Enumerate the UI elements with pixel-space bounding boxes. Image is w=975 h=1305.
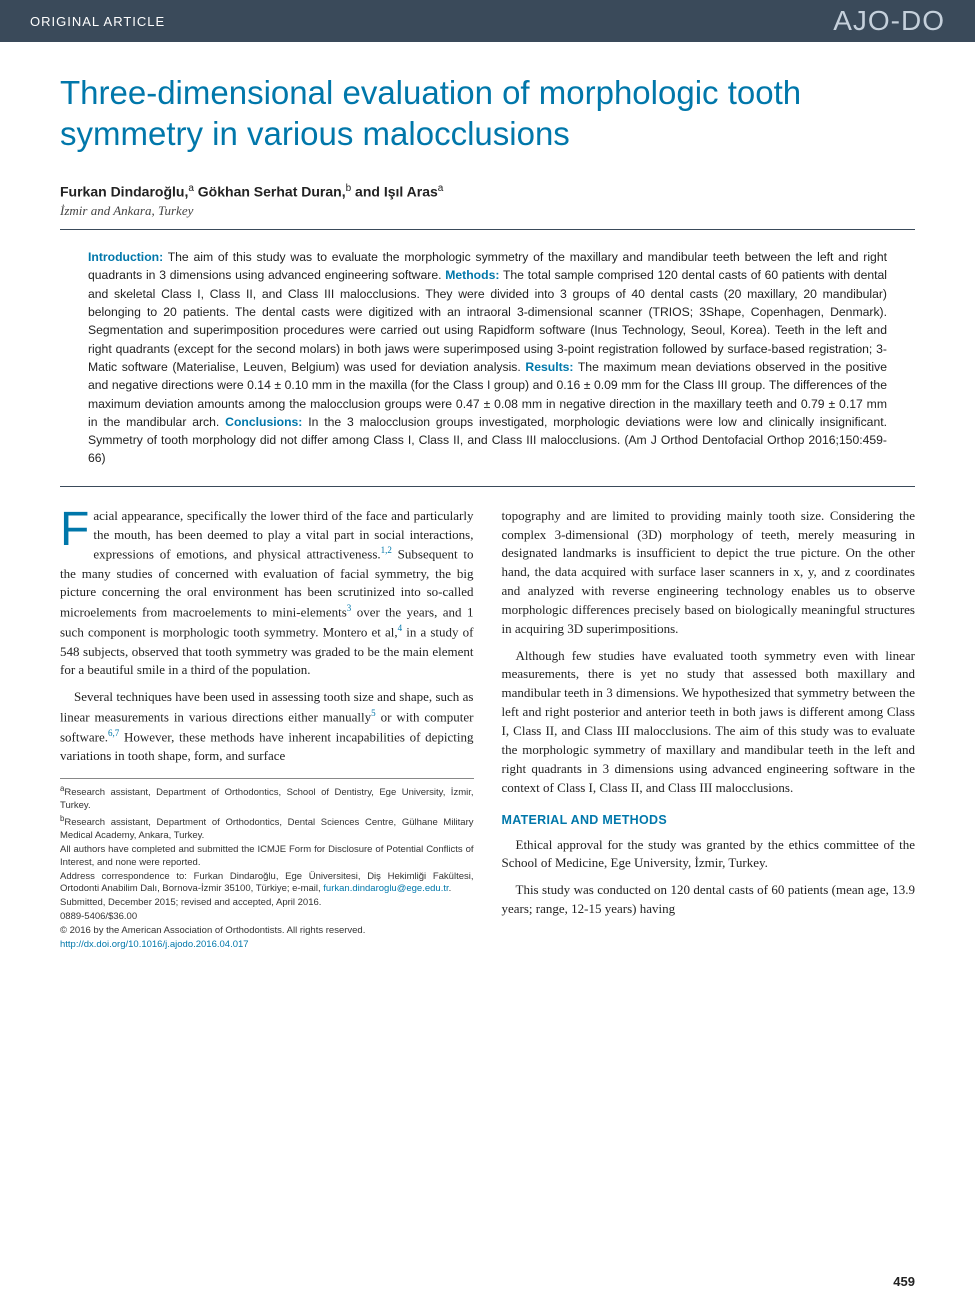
body-columns: Facial appearance, specifically the lowe… (60, 507, 915, 953)
affiliations-line: İzmir and Ankara, Turkey (60, 203, 915, 219)
footnote-correspondence: Address correspondence to: Furkan Dindar… (60, 871, 474, 897)
right-column: topography and are limited to providing … (502, 507, 916, 953)
abstract-container: Introduction: The aim of this study was … (60, 248, 915, 468)
footnote-issn: 0889-5406/$36.00 (60, 911, 474, 924)
footnote-conflicts: All authors have completed and submitted… (60, 844, 474, 870)
abstract-methods: The total sample comprised 120 dental ca… (88, 268, 887, 373)
abstract-results-label: Results: (525, 360, 573, 374)
abstract-conclusions-label: Conclusions: (225, 415, 302, 429)
body-p1: Facial appearance, specifically the lowe… (60, 507, 474, 681)
ref-6-7[interactable]: 6,7 (108, 728, 119, 738)
body-right-p1: topography and are limited to providing … (502, 507, 916, 639)
top-bar: ORIGINAL ARTICLE AJO-DO (0, 0, 975, 42)
footnote-doi: http://dx.doi.org/10.1016/j.ajodo.2016.0… (60, 939, 474, 952)
footnote-separator (60, 778, 474, 779)
doi-link[interactable]: http://dx.doi.org/10.1016/j.ajodo.2016.0… (60, 939, 249, 950)
left-column: Facial appearance, specifically the lowe… (60, 507, 474, 953)
article-title: Three-dimensional evaluation of morpholo… (60, 72, 915, 155)
footnote-copyright: © 2016 by the American Association of Or… (60, 925, 474, 938)
main-content: Three-dimensional evaluation of morpholo… (0, 42, 975, 972)
footnote-b: bResearch assistant, Department of Ortho… (60, 814, 474, 843)
body-right-p2: Although few studies have evaluated toot… (502, 647, 916, 798)
abstract-methods-label: Methods: (445, 268, 499, 282)
body-right-p3: Ethical approval for the study was grant… (502, 836, 916, 874)
abstract-intro-label: Introduction: (88, 250, 163, 264)
body-right-p4: This study was conducted on 120 dental c… (502, 881, 916, 919)
article-type-label: ORIGINAL ARTICLE (30, 14, 165, 29)
authors-line: Furkan Dindaroğlu,a Gökhan Serhat Duran,… (60, 183, 915, 200)
section-heading-materials: MATERIAL AND METHODS (502, 811, 916, 829)
body-p2: Several techniques have been used in ass… (60, 688, 474, 766)
footnotes-block: aResearch assistant, Department of Ortho… (60, 784, 474, 951)
page-number: 459 (893, 1274, 915, 1289)
divider-top (60, 229, 915, 230)
footnote-submitted: Submitted, December 2015; revised and ac… (60, 897, 474, 910)
divider-bottom (60, 486, 915, 487)
dropcap: F (60, 507, 93, 550)
journal-logo: AJO-DO (833, 5, 945, 37)
abstract-text: Introduction: The aim of this study was … (88, 248, 887, 468)
email-link[interactable]: furkan.dindaroglu@ege.edu.tr (323, 883, 448, 894)
ref-1-2[interactable]: 1,2 (381, 545, 392, 555)
footnote-a: aResearch assistant, Department of Ortho… (60, 784, 474, 813)
